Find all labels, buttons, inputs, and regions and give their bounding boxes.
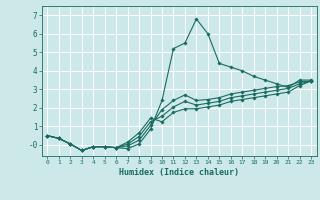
X-axis label: Humidex (Indice chaleur): Humidex (Indice chaleur) — [119, 168, 239, 177]
